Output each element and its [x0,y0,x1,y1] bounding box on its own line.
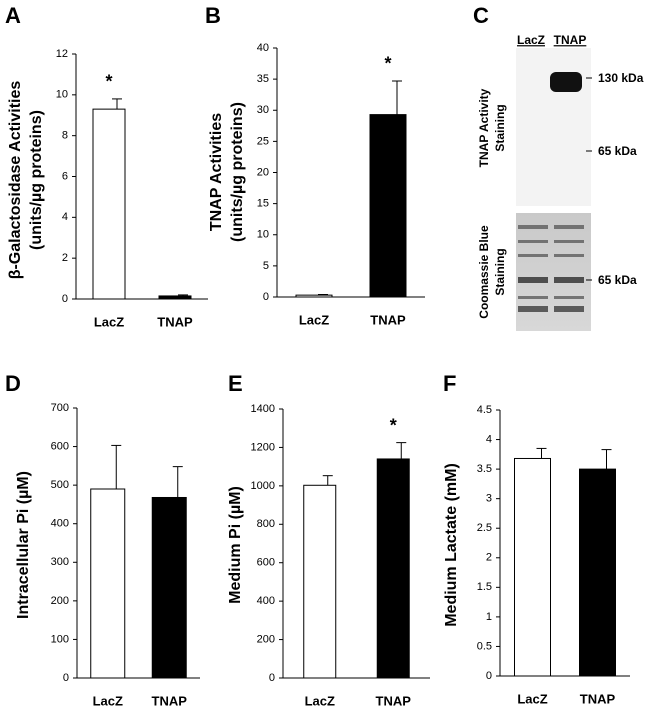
y-tick-label: 2 [62,252,68,264]
y-tick-label: 35 [257,73,269,85]
bar [151,496,187,679]
gel-bands [518,225,584,312]
x-tick-label: TNAP [580,691,616,706]
marker-label: 65 kDa [598,273,637,287]
y-tick-label: 0 [263,291,269,303]
y-axis-label: TNAP Activities (units/µg proteins) [208,102,246,242]
y-axis-label-line: (units/µg proteins) [229,102,246,242]
bar [158,295,192,300]
y-tick-label: 10 [257,229,269,241]
x-tick-label: TNAP [376,693,412,708]
y-axis-label-line: Medium Lactate (mM) [443,463,460,627]
y-tick-label: 600 [257,557,275,569]
y-tick-label: 0.5 [477,640,492,652]
y-axis-label-line: TNAP Activities [208,113,225,231]
panel-letter: E [228,371,243,396]
x-tick-label: LacZ [299,312,329,327]
y-tick-label: 500 [51,479,69,491]
bar [92,108,126,300]
y-tick-label: 1 [486,611,492,623]
panel-letter: C [473,3,489,28]
y-tick-label: 8 [62,130,68,142]
y-tick-label: 1400 [251,403,275,415]
y-axis-label: Medium Pi (µM) [227,486,244,604]
y-tick-label: 0 [486,670,492,682]
y-axis-label: Medium Lactate (mM) [443,463,460,627]
y-tick-label: 4 [486,433,492,445]
bar [369,114,407,298]
y-tick-label: 6 [62,170,68,182]
marker-label: 130 kDa [598,71,644,85]
panel-letter: A [5,3,21,28]
significance-marker: * [384,54,391,74]
y-tick-label: 10 [56,89,68,101]
lane-label: LacZ [517,33,545,47]
y-axis-label-line: β-Galactosidase Activities [7,81,24,280]
blot-label-line: Staining [493,248,507,295]
y-tick-label: 5 [263,260,269,272]
x-tick-label: LacZ [94,314,124,329]
panel-letter: F [443,371,456,396]
y-tick-label: 800 [257,518,275,530]
y-tick-label: 0 [269,672,275,684]
y-tick-label: 200 [51,595,69,607]
y-tick-label: 1.5 [477,581,492,593]
y-axis-label-line: (units/µg proteins) [28,110,45,250]
y-tick-label: 4.5 [477,404,492,416]
x-tick-label: LacZ [517,691,547,706]
significance-marker: * [390,415,397,435]
y-tick-label: 300 [51,556,69,568]
bar [514,457,551,677]
y-tick-label: 200 [257,633,275,645]
blot-bottom [516,213,591,331]
y-tick-label: 15 [257,198,269,210]
x-tick-label: TNAP [152,693,188,708]
y-tick-label: 1200 [251,441,275,453]
blot-label-line: Staining [493,104,507,151]
blot-label-line: TNAP Activity [477,88,491,167]
panel-letter: B [205,3,221,28]
y-tick-label: 3.5 [477,463,492,475]
panel-letter: D [5,371,21,396]
bar [376,458,410,679]
x-tick-label: LacZ [93,693,123,708]
y-tick-label: 30 [257,104,269,116]
blot-label: TNAP Activity Staining [477,88,507,167]
y-tick-label: 3 [486,493,492,505]
y-axis-label-line: Intracellular Pi (µM) [15,471,32,619]
bar [303,484,337,679]
blot-top [516,48,591,206]
y-tick-label: 40 [257,42,269,54]
y-tick-label: 12 [56,48,68,60]
y-tick-label: 0 [62,293,68,305]
y-tick-label: 100 [51,633,69,645]
y-tick-label: 1000 [251,480,275,492]
y-tick-label: 600 [51,440,69,452]
blot-band [550,72,582,92]
y-tick-label: 25 [257,135,269,147]
bar [295,294,333,298]
y-tick-label: 0 [63,672,69,684]
marker-label: 65 kDa [598,144,637,158]
lane-label: TNAP [554,33,587,47]
y-tick-label: 2 [486,552,492,564]
x-tick-label: TNAP [157,314,193,329]
y-tick-label: 20 [257,166,269,178]
y-tick-label: 400 [51,518,69,530]
y-axis-label-line: Medium Pi (µM) [227,486,244,604]
y-tick-label: 700 [51,402,69,414]
y-tick-label: 4 [62,211,68,223]
y-tick-label: 400 [257,595,275,607]
x-tick-label: LacZ [305,693,335,708]
y-axis-label: Intracellular Pi (µM) [15,471,32,619]
significance-marker: * [105,72,112,92]
y-tick-label: 2.5 [477,522,492,534]
bar [90,488,126,679]
x-tick-label: TNAP [370,312,406,327]
blot-label: Coomassie Blue Staining [477,225,507,319]
y-axis-label: β-Galactosidase Activities (units/µg prot… [7,81,45,280]
blot-label-line: Coomassie Blue [477,225,491,319]
bar [579,468,616,677]
